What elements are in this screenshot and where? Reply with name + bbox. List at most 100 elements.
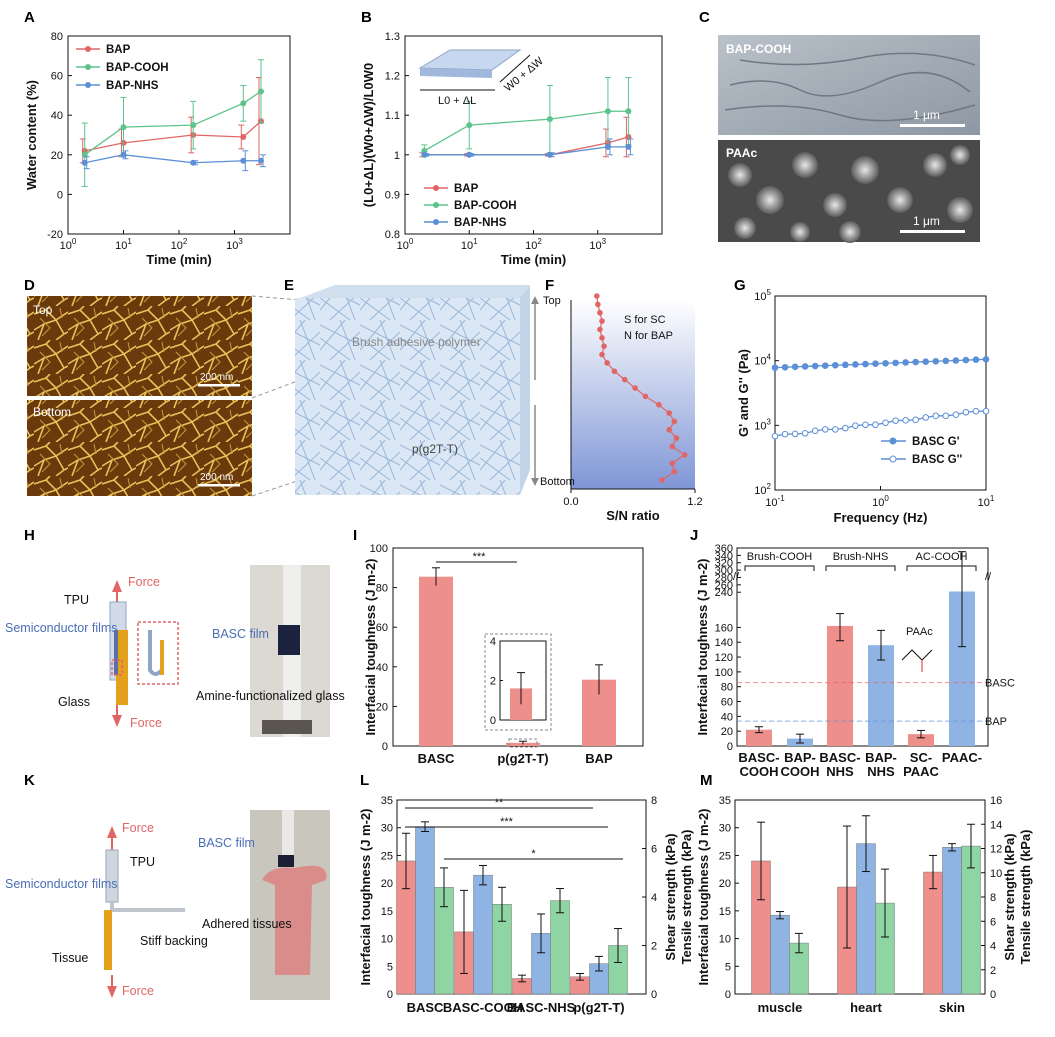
category-label: p(g2T-T) [573,1000,624,1015]
tick-label: 8 [990,892,996,904]
data-point [257,88,264,95]
chart-A: -20 0 20 40 60 80 100 101 102 103 Time (min) Water … [24,31,291,267]
data-point [912,358,919,366]
category-label: skin [939,1000,965,1015]
panel-d-afm: Top Bottom 200 nm 200 nm [27,295,301,497]
data-point [597,309,603,316]
data-point [604,108,611,115]
tick-label: 40 [376,662,388,674]
data-point [120,151,127,158]
tick-label: 20 [381,878,393,890]
data-point [942,357,950,365]
legend-label: BAP-NHS [106,80,159,92]
tick-label: 6 [651,844,657,856]
afm-label-bottom: Bottom [33,405,71,419]
series-line [424,136,629,156]
tick-label: 10 [381,934,393,946]
panel-f-gradient [571,300,695,489]
legend-marker [889,455,897,463]
data-point [240,100,247,107]
data-point [922,414,930,421]
tick-label: 100 [397,237,414,252]
bar [942,847,962,995]
category-label: NHS [867,764,895,779]
top-label: Top [543,295,561,307]
y-axis-label-right: Tensile strength (kPa) [1018,830,1033,965]
category-label: BAP- [865,750,897,765]
tick-label: 40 [51,110,63,122]
tick-label: 20 [51,150,63,162]
bar [770,914,790,995]
panel-label-l: L [360,772,369,789]
inset-frame [484,633,552,731]
bar [746,729,772,746]
force-label: Force [128,575,160,589]
legend-marker [85,46,91,52]
data-point [611,368,618,375]
tick-label: 102 [754,482,771,497]
category-label: PAAC [903,764,939,779]
tick-label: 0 [57,189,63,201]
x-axis-label: Time (min) [501,252,567,267]
tick-label: 12 [990,844,1002,856]
series-line [424,146,629,156]
category-label: BASC [418,751,455,766]
chart-L: 0 5 10 15 20 25 30 35 0 2 4 6 8 Interfacial toughness… [358,795,694,1015]
y-axis-label: Interfacial toughness (J m-2) [363,559,378,736]
category-label: PAAC- [942,750,982,765]
data-point [932,412,940,420]
data-point [872,421,879,429]
panel-label-b: B [361,9,372,26]
data-point [862,421,869,429]
data-point [821,362,829,369]
tick-label: 102 [525,237,542,252]
tick-label: 60 [51,71,63,83]
category-label: BAP- [784,750,816,765]
y-axis-label-left: Interfacial toughness (J m-2) [358,809,373,986]
data-point [681,452,688,458]
significance-label: ** [495,797,504,809]
data-point [781,363,789,371]
tick-label: 25 [381,850,393,862]
data-point [892,359,899,367]
y-axis-label-right: Shear strength (kPa) [663,833,678,960]
category-label: muscle [758,1000,803,1015]
data-point [972,356,980,363]
tick-label: 15 [719,906,731,918]
data-point [842,424,849,432]
afm-image-bottom [27,400,252,496]
x-axis-label: Frequency (Hz) [834,510,928,525]
reference-label: BASC [985,678,1015,690]
tick-label: 300 [715,565,733,577]
tick-label: 60 [376,622,388,634]
bar [419,576,453,746]
category-label: BASC- [738,750,779,765]
tick-label: 16 [990,795,1002,807]
tick-label: 5 [725,961,731,973]
group-bracket [906,565,977,571]
polymer-label: p(g2T-T) [412,442,458,456]
data-point [594,293,600,299]
category-label: BASC- [819,750,860,765]
tick-label: 0 [490,715,496,727]
force-label: Force [122,821,154,835]
panel-label-d: D [24,277,35,294]
tick-label: 14 [990,819,1002,831]
photo-film-label: BASC film [212,627,269,641]
tick-label: 160 [715,622,733,634]
data-point [791,430,799,438]
plot-frame [67,35,291,235]
data-point [240,157,247,164]
tick-label: 101 [461,237,478,252]
legend-marker [85,64,91,70]
data-point [190,159,197,166]
data-point [81,159,88,166]
tick-label: 105 [754,288,771,303]
tick-label: 0.8 [385,229,400,241]
data-point [466,122,473,129]
scale-label: 1 μm [913,108,940,122]
data-point [821,426,829,433]
tick-label: 0 [990,989,996,1001]
scale-label: 200 nm [200,472,233,483]
data-point [621,376,628,383]
